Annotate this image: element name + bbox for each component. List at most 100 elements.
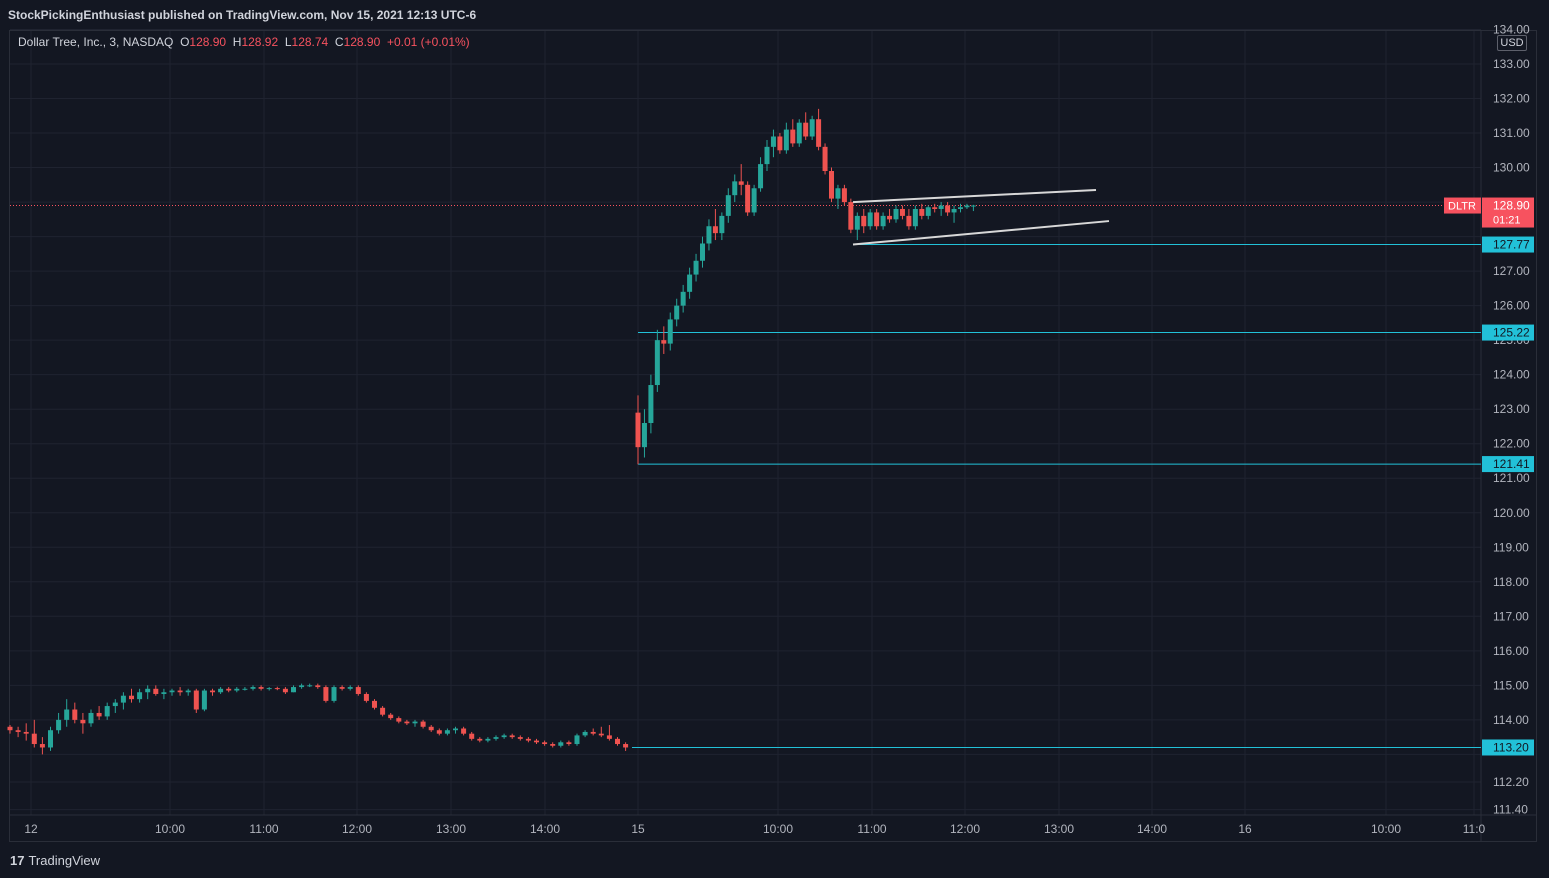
candle-body bbox=[412, 721, 418, 724]
rising-channel bbox=[852, 188, 1110, 246]
candle-body bbox=[137, 692, 143, 700]
candle-body bbox=[145, 688, 151, 693]
x-tick-label: 13:00 bbox=[1044, 822, 1074, 836]
candle-body bbox=[558, 742, 564, 746]
candle-body bbox=[829, 171, 834, 199]
candle-body bbox=[566, 742, 572, 745]
candle-body bbox=[919, 208, 925, 216]
y-tick-label: 112.20 bbox=[1493, 775, 1529, 789]
candle-body bbox=[80, 719, 86, 724]
ticker-tag bbox=[1444, 197, 1481, 214]
x-tick-label: 10:00 bbox=[763, 822, 793, 836]
y-tick-label: 134.00 bbox=[1493, 22, 1530, 36]
level-tag bbox=[1482, 456, 1534, 473]
tradingview-brand[interactable]: 17 TradingView bbox=[10, 853, 100, 868]
candle-body bbox=[339, 687, 345, 689]
x-tick-label: 11:00 bbox=[857, 822, 886, 836]
high-value: 128.92 bbox=[241, 35, 279, 49]
candle-body bbox=[282, 688, 288, 693]
candle-body bbox=[7, 726, 13, 731]
candle-body bbox=[226, 688, 232, 691]
candle-body bbox=[444, 730, 450, 734]
x-tick-label: 11:0 bbox=[1463, 822, 1486, 836]
candle-body bbox=[23, 731, 29, 734]
candle-body bbox=[307, 685, 313, 687]
candle-body bbox=[56, 719, 62, 731]
candle-body bbox=[177, 690, 183, 693]
candle-body bbox=[485, 738, 491, 741]
candle-body bbox=[15, 730, 21, 732]
current-price-tag bbox=[1482, 197, 1534, 228]
candle-body bbox=[912, 208, 918, 227]
candle-body bbox=[331, 687, 337, 701]
candle-body bbox=[822, 146, 828, 172]
y-tick-label: 116.00 bbox=[1493, 644, 1529, 658]
candle-body bbox=[803, 122, 809, 137]
y-tick-label: 122.00 bbox=[1493, 437, 1530, 451]
candle-body bbox=[420, 721, 426, 727]
y-tick-label: 132.00 bbox=[1493, 92, 1530, 106]
horizontal-levels bbox=[10, 205, 1481, 748]
candle-body bbox=[958, 207, 963, 209]
candle-body bbox=[841, 188, 847, 203]
y-tick-label: 127.00 bbox=[1493, 264, 1530, 278]
y-tick-label: 130.00 bbox=[1493, 161, 1530, 175]
candle-body bbox=[372, 700, 377, 708]
candle-body bbox=[951, 208, 957, 213]
time-axis: 12 10:00 11:00 12:00 13:00 14:00 15 10:00 11:00 1… bbox=[24, 822, 1485, 836]
candle-body bbox=[574, 735, 580, 745]
y-tick-label: 119.00 bbox=[1493, 540, 1529, 554]
currency-button[interactable]: USD bbox=[1497, 35, 1527, 51]
candle-body bbox=[493, 737, 499, 739]
x-tick-label: 13:00 bbox=[436, 822, 466, 836]
x-tick-label: 15 bbox=[631, 822, 645, 836]
candle-body bbox=[667, 319, 673, 344]
y-tick-label: 114.00 bbox=[1493, 713, 1529, 727]
x-tick-label: 12:00 bbox=[342, 822, 372, 836]
channel-lower-line bbox=[852, 220, 1110, 246]
candle-body bbox=[893, 208, 899, 220]
symbol-name: Dollar Tree, Inc., 3, NASDAQ bbox=[18, 35, 174, 49]
candle-body bbox=[687, 274, 693, 292]
candle-body bbox=[315, 685, 321, 688]
candle-body bbox=[88, 712, 94, 724]
close-label: C bbox=[334, 35, 344, 49]
open-label: O bbox=[180, 35, 190, 49]
candle-body bbox=[550, 744, 556, 746]
candle-body bbox=[201, 690, 207, 710]
open-value: 128.90 bbox=[189, 35, 227, 49]
candle-body bbox=[64, 709, 70, 720]
chart-frame[interactable] bbox=[9, 30, 1537, 842]
candle-body bbox=[509, 735, 515, 738]
level-tag-label: 125.22 bbox=[1493, 326, 1530, 340]
current-price-label: 128.90 bbox=[1493, 199, 1530, 213]
candle-body bbox=[218, 688, 224, 693]
y-tick-label: 111.40 bbox=[1493, 803, 1528, 817]
y-tick-label: 131.00 bbox=[1493, 126, 1530, 140]
x-tick-label: 14:00 bbox=[1137, 822, 1167, 836]
candle-body bbox=[258, 687, 264, 689]
candle-body bbox=[274, 688, 280, 690]
candle-body bbox=[355, 687, 361, 694]
level-tag bbox=[1482, 739, 1534, 756]
candle-body bbox=[477, 738, 483, 741]
candle-body bbox=[938, 205, 944, 209]
x-tick-label: 11:00 bbox=[249, 822, 278, 836]
candle-body bbox=[428, 726, 434, 731]
candle-body bbox=[700, 243, 705, 261]
candle-body bbox=[867, 212, 873, 227]
candle-body bbox=[848, 202, 854, 230]
candle-body bbox=[725, 195, 731, 216]
candle-body bbox=[796, 122, 802, 144]
candle-body bbox=[661, 340, 667, 344]
y-tick-label: 123.00 bbox=[1493, 402, 1530, 416]
y-tick-label: 117.00 bbox=[1493, 609, 1529, 623]
candle-body bbox=[783, 129, 789, 151]
candle-body bbox=[598, 733, 604, 736]
symbol-legend: Dollar Tree, Inc., 3, NASDAQ O128.90 H12… bbox=[18, 35, 470, 49]
candle-body bbox=[932, 207, 938, 209]
level-tag bbox=[1482, 236, 1534, 253]
candle-body bbox=[899, 208, 905, 216]
candle-body bbox=[404, 721, 410, 724]
